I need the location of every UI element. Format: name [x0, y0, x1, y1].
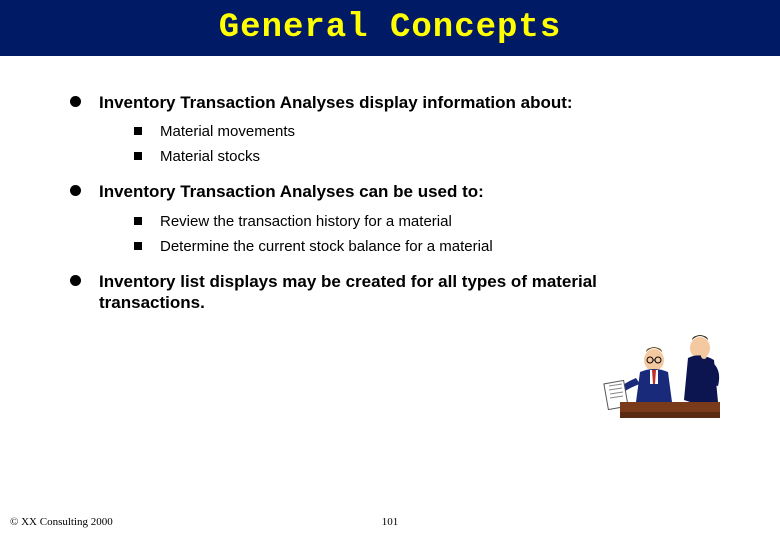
- bullet-item: Inventory Transaction Analyses display i…: [70, 92, 710, 113]
- disc-bullet-icon: [70, 185, 81, 196]
- disc-bullet-icon: [70, 275, 81, 286]
- sub-item: Material stocks: [134, 148, 710, 165]
- bullet-item: Inventory list displays may be created f…: [70, 271, 710, 314]
- bullet-text: Inventory Transaction Analyses display i…: [99, 92, 573, 113]
- title-bar: General Concepts: [0, 0, 780, 56]
- sub-text: Review the transaction history for a mat…: [160, 213, 452, 230]
- businessmen-clipart-icon: [600, 330, 740, 440]
- bullet-text: Inventory list displays may be created f…: [99, 271, 619, 314]
- sub-list: Material movements Material stocks: [70, 123, 710, 165]
- sub-item: Determine the current stock balance for …: [134, 238, 710, 255]
- slide-title: General Concepts: [219, 9, 561, 47]
- sub-item: Material movements: [134, 123, 710, 140]
- sub-text: Material stocks: [160, 148, 260, 165]
- square-bullet-icon: [134, 152, 142, 160]
- page-number: 101: [382, 516, 399, 528]
- copyright-text: © XX Consulting 2000: [10, 516, 113, 528]
- square-bullet-icon: [134, 217, 142, 225]
- disc-bullet-icon: [70, 96, 81, 107]
- square-bullet-icon: [134, 242, 142, 250]
- square-bullet-icon: [134, 127, 142, 135]
- sub-text: Material movements: [160, 123, 295, 140]
- sub-list: Review the transaction history for a mat…: [70, 213, 710, 255]
- sub-item: Review the transaction history for a mat…: [134, 213, 710, 230]
- content-area: Inventory Transaction Analyses display i…: [0, 56, 780, 313]
- bullet-item: Inventory Transaction Analyses can be us…: [70, 181, 710, 202]
- sub-text: Determine the current stock balance for …: [160, 238, 493, 255]
- bullet-text: Inventory Transaction Analyses can be us…: [99, 181, 484, 202]
